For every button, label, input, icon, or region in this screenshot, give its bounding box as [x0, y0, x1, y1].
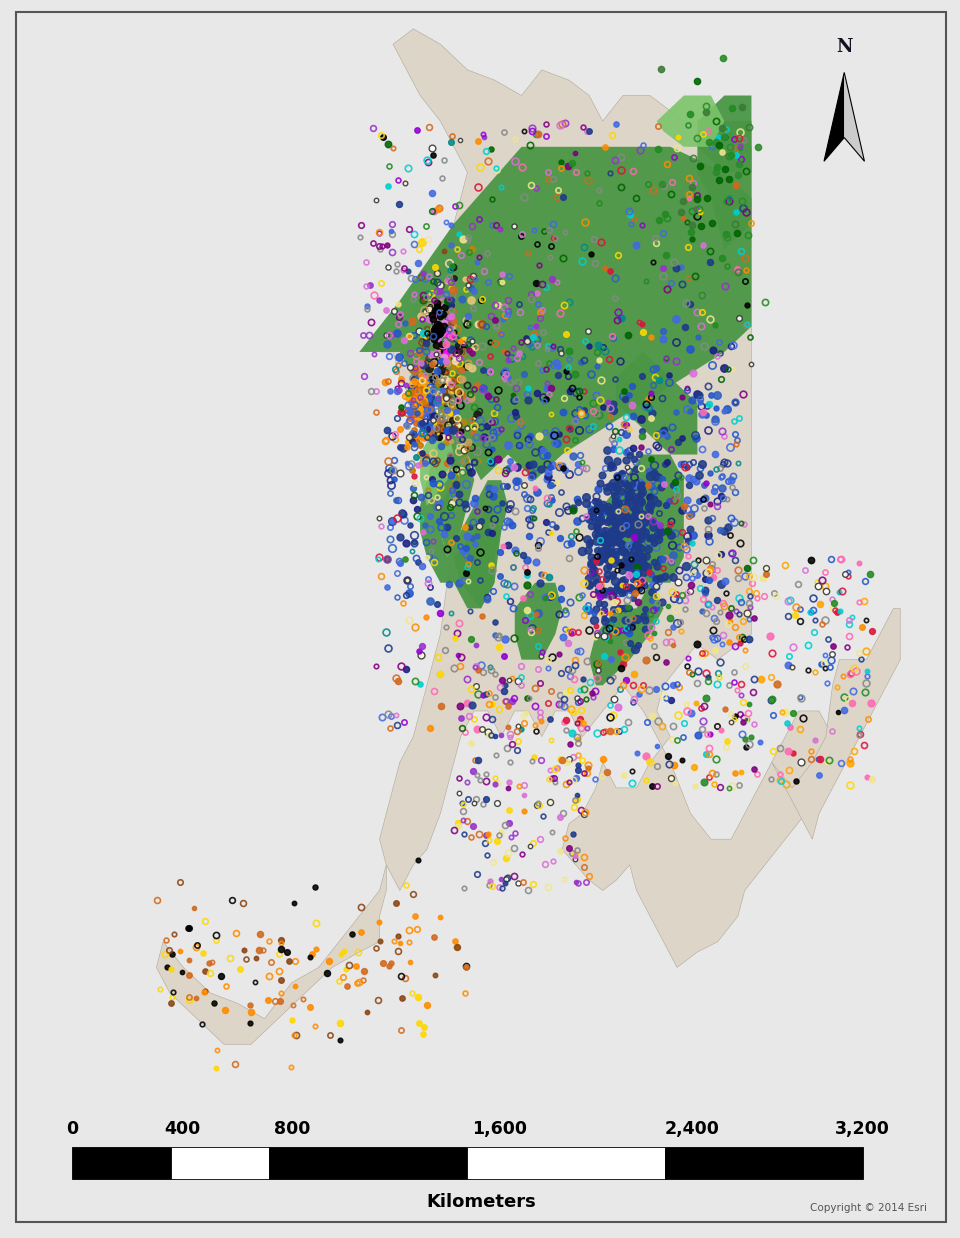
- Bar: [468, 1148, 665, 1180]
- Text: 2,400: 2,400: [665, 1120, 720, 1138]
- Text: Kilometers: Kilometers: [426, 1193, 536, 1211]
- Polygon shape: [824, 72, 844, 161]
- Text: 1,600: 1,600: [472, 1120, 527, 1138]
- Text: 0: 0: [65, 1120, 78, 1138]
- Polygon shape: [441, 454, 474, 557]
- Text: 3,200: 3,200: [835, 1120, 890, 1138]
- Polygon shape: [616, 352, 697, 454]
- Bar: [171, 1148, 270, 1180]
- Text: Copyright © 2014 Esri: Copyright © 2014 Esri: [810, 1203, 927, 1213]
- Polygon shape: [454, 506, 501, 608]
- Bar: [270, 1148, 468, 1180]
- Bar: [72, 1148, 171, 1180]
- Polygon shape: [589, 583, 663, 686]
- Bar: [665, 1148, 863, 1180]
- Text: N: N: [836, 38, 852, 56]
- Polygon shape: [359, 147, 752, 608]
- Polygon shape: [156, 865, 386, 1045]
- Text: 800: 800: [275, 1120, 311, 1138]
- Polygon shape: [844, 72, 864, 161]
- Polygon shape: [603, 454, 684, 583]
- Polygon shape: [697, 121, 752, 172]
- Polygon shape: [515, 583, 563, 660]
- Polygon shape: [772, 608, 900, 839]
- Polygon shape: [657, 95, 725, 147]
- Polygon shape: [420, 428, 454, 506]
- Polygon shape: [697, 95, 752, 249]
- Polygon shape: [379, 28, 832, 967]
- Text: 400: 400: [164, 1120, 201, 1138]
